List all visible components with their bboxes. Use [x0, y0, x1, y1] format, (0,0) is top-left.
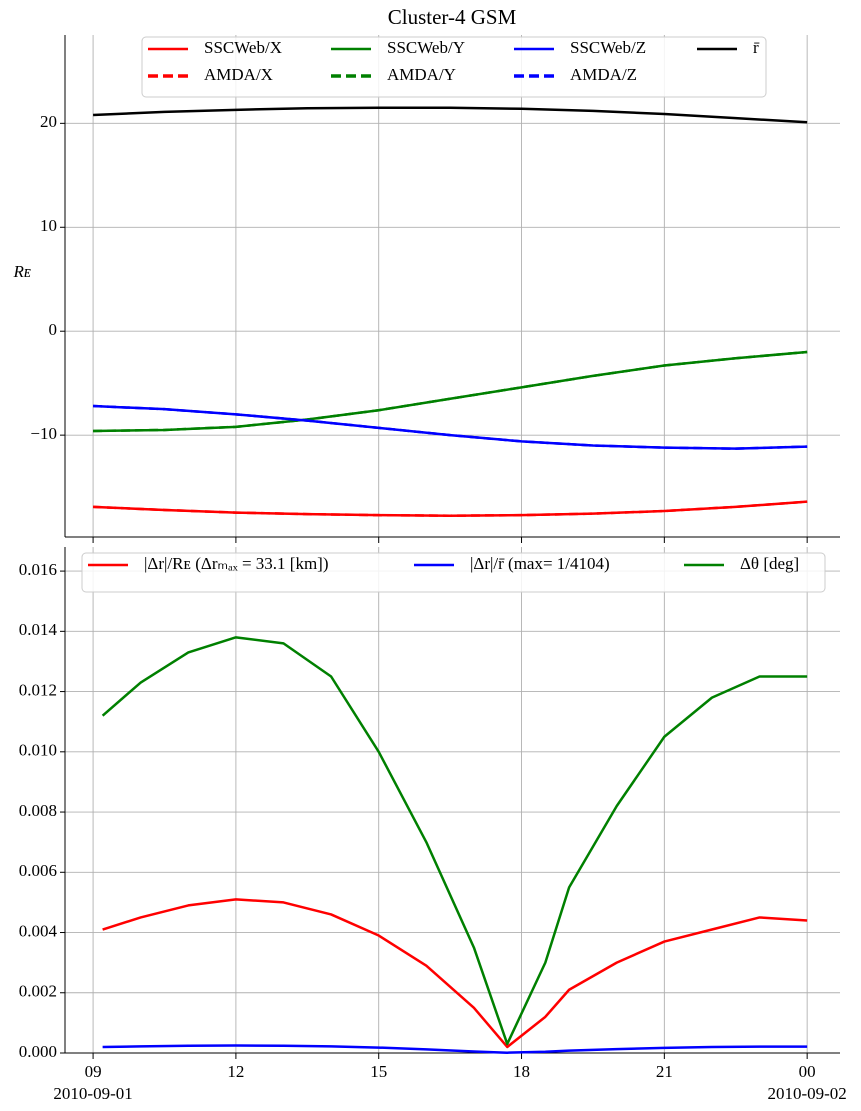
x-tick-label: 21 — [656, 1062, 673, 1081]
y-tick-label: −10 — [30, 424, 57, 443]
y-axis-label: Rᴇ — [12, 262, 30, 281]
x-tick-label: 00 — [799, 1062, 816, 1081]
legend-label: SSCWeb/Z — [570, 38, 646, 57]
y-tick-label: 10 — [40, 216, 57, 235]
series-line — [102, 898, 808, 1049]
x-date-label: 2010-09-01 — [53, 1084, 132, 1103]
legend-label: AMDA/Y — [387, 65, 456, 84]
x-tick-label: 15 — [370, 1062, 387, 1081]
x-tick-label: 12 — [227, 1062, 244, 1081]
series-line — [93, 350, 808, 433]
series-line — [93, 404, 808, 450]
y-tick-label: 0.000 — [19, 1042, 57, 1061]
y-tick-label: 0.010 — [19, 741, 57, 760]
y-tick-label: 0 — [49, 320, 58, 339]
y-tick-label: 0.008 — [19, 801, 57, 820]
chart-title: Cluster-4 GSM — [388, 5, 517, 29]
x-tick-label: 09 — [85, 1062, 102, 1081]
series-line — [102, 1044, 808, 1054]
y-tick-label: 0.002 — [19, 982, 57, 1001]
legend-label: r̄ — [753, 38, 760, 57]
y-tick-label: 20 — [40, 112, 57, 131]
series-line — [101, 636, 808, 1046]
legend-label: SSCWeb/Y — [387, 38, 465, 57]
y-tick-label: 0.004 — [19, 921, 58, 940]
series-line — [93, 106, 808, 124]
series-line — [93, 350, 808, 433]
series-line — [93, 500, 808, 517]
x-date-label: 2010-09-02 — [767, 1084, 846, 1103]
y-tick-label: 0.016 — [19, 560, 57, 579]
legend-label: |Δr|/r̄ (max= 1/4104) — [470, 554, 610, 573]
legend-box — [141, 36, 767, 98]
legend-label: AMDA/Z — [570, 65, 637, 84]
legend-label: |Δr|/Rᴇ (Δrₘₐₓ = 33.1 [km]) — [144, 554, 329, 573]
legend-box — [81, 552, 826, 593]
legend-label: AMDA/X — [204, 65, 273, 84]
y-tick-label: 0.006 — [19, 861, 57, 880]
legend-label: Δθ [deg] — [740, 554, 799, 573]
legend-label: SSCWeb/X — [204, 38, 282, 57]
y-tick-label: 0.014 — [19, 620, 58, 639]
y-tick-label: 0.012 — [19, 680, 57, 699]
x-tick-label: 18 — [513, 1062, 530, 1081]
